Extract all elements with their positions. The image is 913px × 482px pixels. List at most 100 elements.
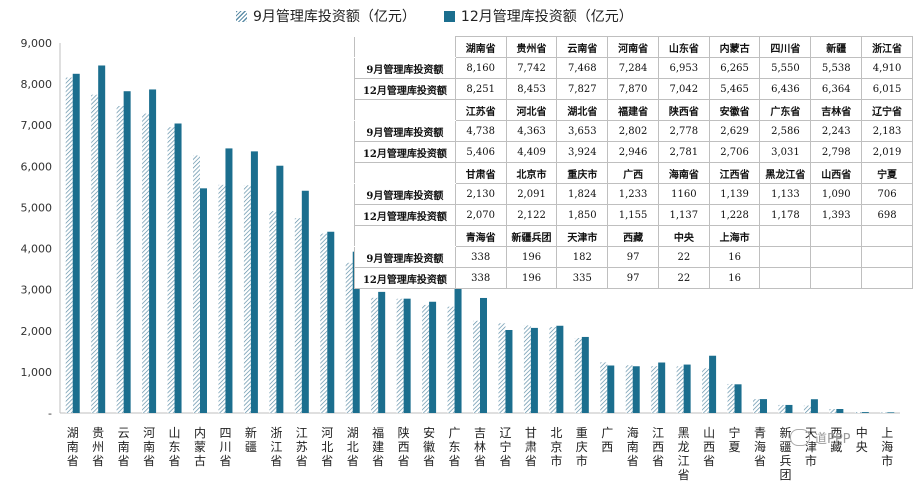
table-header-cell: 贵州省 bbox=[505, 36, 558, 58]
bar-sep bbox=[523, 325, 531, 413]
x-tick-label-char: 东 bbox=[169, 440, 181, 454]
bar-sep bbox=[167, 127, 175, 413]
table-cell: 338 bbox=[454, 267, 507, 289]
x-tick-label-char: 省 bbox=[652, 454, 664, 468]
table-cell: 1,090 bbox=[810, 183, 863, 205]
watermark-text: 道PPP bbox=[814, 432, 851, 447]
bar-sep bbox=[269, 211, 277, 413]
bar-dec bbox=[658, 362, 666, 413]
x-tick-label-char: 西 bbox=[830, 426, 842, 440]
table-cell: 2,629 bbox=[708, 120, 761, 142]
bar-sep bbox=[778, 404, 786, 413]
table-cell: 3,924 bbox=[556, 141, 609, 163]
x-tick-label-char: 市 bbox=[805, 453, 817, 468]
wechat-icon bbox=[790, 429, 810, 446]
table-header-cell: 西藏 bbox=[607, 225, 659, 247]
x-tick-label-char: 省 bbox=[219, 454, 231, 468]
table-cell: 2,019 bbox=[861, 141, 913, 163]
x-tick-label-char: 市 bbox=[550, 453, 562, 468]
table-cell: 6,364 bbox=[810, 78, 863, 100]
table-cell: 22 bbox=[657, 246, 710, 268]
y-tick-label: 3,000 bbox=[21, 284, 53, 297]
bar-dec bbox=[276, 165, 284, 413]
bar-sep bbox=[498, 323, 506, 413]
x-tick-label-char: 吉 bbox=[474, 426, 486, 440]
table-cell: 2,706 bbox=[708, 141, 761, 163]
table-cell: 1,393 bbox=[810, 204, 863, 226]
x-tick-label-char: 广 bbox=[601, 426, 613, 440]
table-cell: 1,133 bbox=[759, 183, 812, 205]
bar-dec bbox=[836, 409, 844, 413]
bar-dec bbox=[352, 251, 360, 413]
x-tick-label-char: 市 bbox=[576, 453, 588, 468]
table-cell: 8,453 bbox=[505, 78, 558, 100]
bar-sep bbox=[320, 233, 328, 413]
table-header-cell: 北京市 bbox=[505, 162, 558, 184]
x-tick-label-char: 省 bbox=[627, 454, 639, 468]
x-tick-label-char: 山 bbox=[169, 426, 181, 440]
table-cell: 2,798 bbox=[810, 141, 863, 163]
legend-label-sep: 9月管理库投资额（亿元） bbox=[253, 9, 416, 25]
table-cell: 7,468 bbox=[556, 57, 609, 79]
bar-dec bbox=[760, 399, 767, 413]
table-header-cell: 河南省 bbox=[607, 36, 659, 58]
table-header-cell: 云南省 bbox=[556, 36, 609, 58]
table-cell: 5,406 bbox=[454, 141, 507, 163]
x-tick-label-char: 肃 bbox=[525, 440, 537, 454]
table-cell: 8,251 bbox=[454, 78, 507, 100]
table-row-label: 9月管理库投资额 bbox=[354, 57, 456, 79]
x-tick-label-char: 浙 bbox=[270, 426, 282, 440]
bar-sep bbox=[218, 184, 226, 413]
table-header-row: 湖南省 贵州省 云南省 河南省 山东省 内蒙古 四川省 新疆 浙江省 bbox=[354, 36, 913, 58]
table-cell: 4,738 bbox=[454, 120, 507, 142]
x-tick-label-char: 省 bbox=[67, 454, 79, 468]
table-cell: 3,031 bbox=[759, 141, 812, 163]
table-cell: 8,160 bbox=[454, 57, 507, 79]
table-cell: 2,122 bbox=[505, 204, 558, 226]
x-tick-label-char: 省 bbox=[372, 454, 384, 468]
table-cell: 1,824 bbox=[556, 183, 609, 205]
x-tick-label-char: 庆 bbox=[576, 440, 588, 454]
table-header-cell bbox=[759, 225, 812, 247]
table-row-label: 12月管理库投资额 bbox=[354, 141, 456, 163]
x-tick-label-char: 北 bbox=[550, 426, 562, 440]
table-cell bbox=[861, 267, 913, 289]
table-header-cell: 吉林省 bbox=[810, 99, 863, 121]
bar-dec bbox=[556, 325, 564, 413]
table-corner-cell bbox=[354, 162, 456, 184]
x-tick-label-char: 省 bbox=[92, 454, 104, 468]
table-cell: 2,070 bbox=[454, 204, 507, 226]
x-tick-label-char: 新 bbox=[245, 425, 257, 440]
table-row-dec: 12月管理库投资额 2,070 2,122 1,850 1,155 1,137 1,228 1… bbox=[354, 204, 913, 226]
table-cell: 3,653 bbox=[556, 120, 609, 142]
legend-swatch-dec bbox=[443, 10, 455, 22]
table-cell: 5,550 bbox=[759, 57, 812, 79]
x-tick-label-char: 省 bbox=[525, 454, 537, 468]
y-tick-label: 1,000 bbox=[21, 366, 53, 379]
table-cell: 2,781 bbox=[657, 141, 710, 163]
x-tick-label-char: 省 bbox=[296, 454, 308, 468]
x-tick-label-char: 上 bbox=[881, 426, 893, 440]
table-header-cell: 湖北省 bbox=[556, 99, 609, 121]
x-tick-label-char: 安 bbox=[423, 425, 435, 440]
x-tick-label-char: 宁 bbox=[499, 439, 511, 454]
bar-dec bbox=[403, 298, 411, 413]
bar-dec bbox=[785, 404, 793, 413]
x-tick-label-char: 省 bbox=[270, 454, 282, 468]
table-header-cell bbox=[810, 225, 863, 247]
x-tick-label-char: 南 bbox=[67, 439, 79, 454]
y-tick-label: 7,000 bbox=[21, 119, 53, 132]
table-cell: 2,183 bbox=[861, 120, 913, 142]
x-tick-label-char: 市 bbox=[881, 453, 893, 468]
table-header-cell: 天津市 bbox=[556, 225, 609, 247]
bar-sep bbox=[829, 409, 837, 413]
table-cell: 1160 bbox=[657, 183, 710, 205]
y-tick-label: 8,000 bbox=[21, 78, 53, 91]
table-cell: 2,778 bbox=[657, 120, 710, 142]
table-cell: 706 bbox=[861, 183, 913, 205]
table-header-cell: 四川省 bbox=[759, 36, 812, 58]
bar-dec bbox=[632, 366, 640, 413]
table-header-cell: 中央 bbox=[657, 225, 710, 247]
table-corner-cell bbox=[354, 225, 456, 247]
